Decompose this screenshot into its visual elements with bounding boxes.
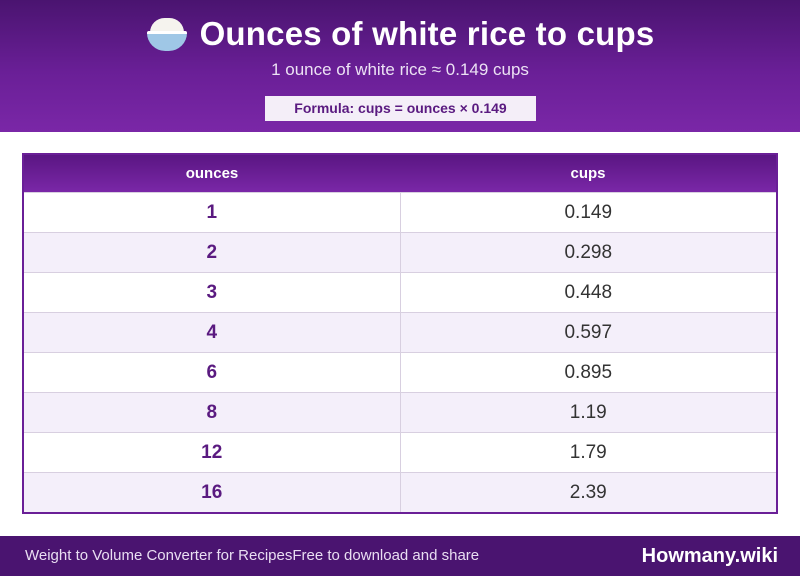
column-header-cups: cups (400, 155, 776, 193)
ounces-cell: 12 (24, 432, 400, 473)
page-title: Ounces of white rice to cups (199, 15, 655, 52)
conversion-table: ounces cups 1 0.149 2 0.298 3 0.448 4 0.… (22, 153, 778, 514)
table-row: 2 0.298 (24, 232, 776, 273)
footer: Weight to Volume Converter for RecipesFr… (0, 536, 800, 576)
table-row: 16 2.39 (24, 472, 776, 512)
ounces-cell: 1 (24, 192, 400, 233)
cups-cell: 0.597 (399, 312, 776, 353)
ounces-cell: 2 (24, 232, 400, 273)
title-row: Ounces of white rice to cups (0, 12, 800, 56)
cups-cell: 0.448 (399, 272, 776, 313)
cups-cell: 1.79 (399, 432, 776, 473)
table-header-row: ounces cups (24, 155, 776, 193)
ounces-cell: 6 (24, 352, 400, 393)
table-row: 4 0.597 (24, 312, 776, 353)
ounces-cell: 16 (24, 472, 400, 512)
formula-badge: Formula: cups = ounces × 0.149 (265, 96, 536, 121)
table-row: 8 1.19 (24, 392, 776, 433)
brand-logo-text[interactable]: Howmany.wiki (641, 545, 778, 567)
table-row: 3 0.448 (24, 272, 776, 313)
cups-cell: 2.39 (399, 472, 776, 512)
cups-cell: 0.149 (399, 192, 776, 233)
rice-bowl-icon (146, 16, 188, 52)
footer-caption: Weight to Volume Converter for RecipesFr… (25, 536, 479, 576)
page-subtitle: 1 ounce of white rice ≈ 0.149 cups (271, 60, 529, 79)
ounces-cell: 3 (24, 272, 400, 313)
footer-converter-text: Weight to Volume Converter for Recipes (25, 547, 293, 564)
column-header-ounces: ounces (24, 155, 400, 193)
cups-cell: 0.895 (399, 352, 776, 393)
header: Ounces of white rice to cups 1 ounce of … (0, 0, 800, 132)
table-row: 1 0.149 (24, 192, 776, 233)
footer-share-text: Free to download and share (292, 547, 480, 564)
cups-cell: 1.19 (399, 392, 776, 433)
ounces-cell: 8 (24, 392, 400, 433)
table-row: 6 0.895 (24, 352, 776, 393)
ounces-cell: 4 (24, 312, 400, 353)
cups-cell: 0.298 (399, 232, 776, 273)
table-row: 12 1.79 (24, 432, 776, 473)
